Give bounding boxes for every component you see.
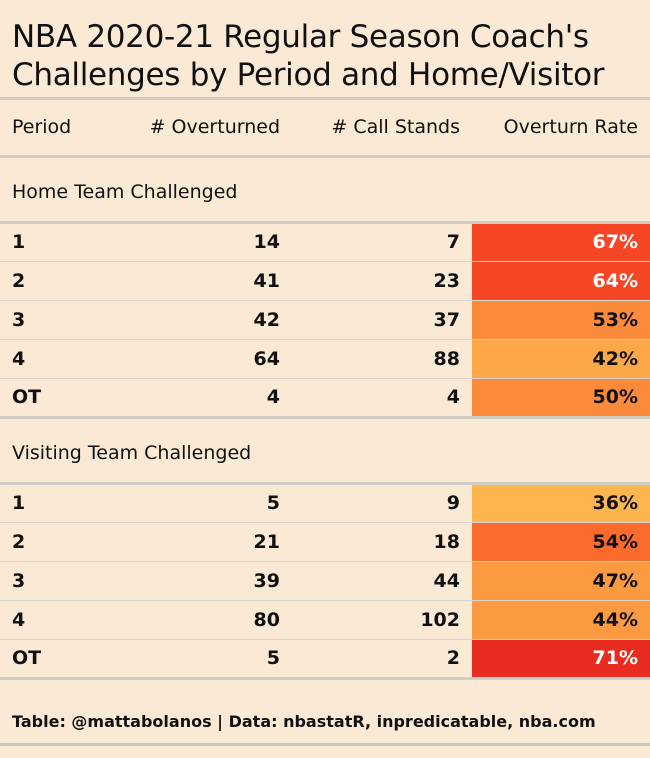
overturned-cell: 5	[115, 483, 292, 523]
overturn-rate-cell: 50%	[472, 378, 650, 419]
overturn-rate-cell: 54%	[472, 522, 650, 562]
table-row: 2 21 18 54%	[0, 522, 650, 562]
overturn-rate-cell: 53%	[472, 300, 650, 340]
column-header-overturned: # Overturned	[115, 100, 292, 158]
call-stands-cell: 7	[292, 222, 472, 262]
challenge-table: Period # Overturned # Call Stands Overtu…	[0, 100, 650, 680]
overturn-rate-cell: 64%	[472, 261, 650, 301]
header-row: Period # Overturned # Call Stands Overtu…	[0, 100, 650, 158]
call-stands-cell: 18	[292, 522, 472, 562]
source-footer: Table: @mattabolanos | Data: nbastatR, i…	[0, 702, 650, 746]
call-stands-cell: 44	[292, 561, 472, 601]
group-label: Home Team Challenged	[0, 156, 650, 224]
call-stands-cell: 37	[292, 300, 472, 340]
period-cell: 4	[0, 600, 115, 640]
overturn-rate-cell: 36%	[472, 483, 650, 523]
overturned-cell: 39	[115, 561, 292, 601]
title-line-2: Challenges by Period and Home/Visitor	[12, 57, 605, 93]
overturned-cell: 4	[115, 378, 292, 419]
overturned-cell: 64	[115, 339, 292, 379]
call-stands-cell: 9	[292, 483, 472, 523]
overturned-cell: 14	[115, 222, 292, 262]
table-row: OT 5 2 71%	[0, 639, 650, 680]
group-header-row: Home Team Challenged	[0, 156, 650, 224]
period-cell: 4	[0, 339, 115, 379]
overturned-cell: 5	[115, 639, 292, 680]
table-row: OT 4 4 50%	[0, 378, 650, 419]
overturned-cell: 21	[115, 522, 292, 562]
column-header-call-stands: # Call Stands	[292, 100, 472, 158]
column-header-period: Period	[0, 100, 115, 158]
overturned-cell: 42	[115, 300, 292, 340]
table-row: 3 39 44 47%	[0, 561, 650, 601]
call-stands-cell: 102	[292, 600, 472, 640]
title-line-1: NBA 2020-21 Regular Season Coach's	[12, 19, 589, 55]
overturn-rate-cell: 67%	[472, 222, 650, 262]
overturn-rate-cell: 44%	[472, 600, 650, 640]
period-cell: OT	[0, 378, 115, 419]
period-cell: 2	[0, 522, 115, 562]
chart-title: NBA 2020-21 Regular Season Coach's Chall…	[0, 0, 650, 100]
period-cell: 1	[0, 483, 115, 523]
table-row: 2 41 23 64%	[0, 261, 650, 301]
group-label: Visiting Team Challenged	[0, 417, 650, 485]
table-row: 1 14 7 67%	[0, 222, 650, 262]
call-stands-cell: 2	[292, 639, 472, 680]
table-row: 4 80 102 44%	[0, 600, 650, 640]
column-header-overturn-rate: Overturn Rate	[472, 100, 650, 158]
period-cell: 3	[0, 300, 115, 340]
table-row: 1 5 9 36%	[0, 483, 650, 523]
period-cell: 1	[0, 222, 115, 262]
call-stands-cell: 88	[292, 339, 472, 379]
table-body: Home Team Challenged 1 14 7 67% 2 41 23 64% 3 42 37…	[0, 156, 650, 680]
table-row: 4 64 88 42%	[0, 339, 650, 379]
call-stands-cell: 23	[292, 261, 472, 301]
period-cell: 2	[0, 261, 115, 301]
overturn-rate-cell: 71%	[472, 639, 650, 680]
overturn-rate-cell: 47%	[472, 561, 650, 601]
period-cell: OT	[0, 639, 115, 680]
table-row: 3 42 37 53%	[0, 300, 650, 340]
overturn-rate-cell: 42%	[472, 339, 650, 379]
overturned-cell: 80	[115, 600, 292, 640]
period-cell: 3	[0, 561, 115, 601]
call-stands-cell: 4	[292, 378, 472, 419]
overturned-cell: 41	[115, 261, 292, 301]
group-header-row: Visiting Team Challenged	[0, 417, 650, 485]
